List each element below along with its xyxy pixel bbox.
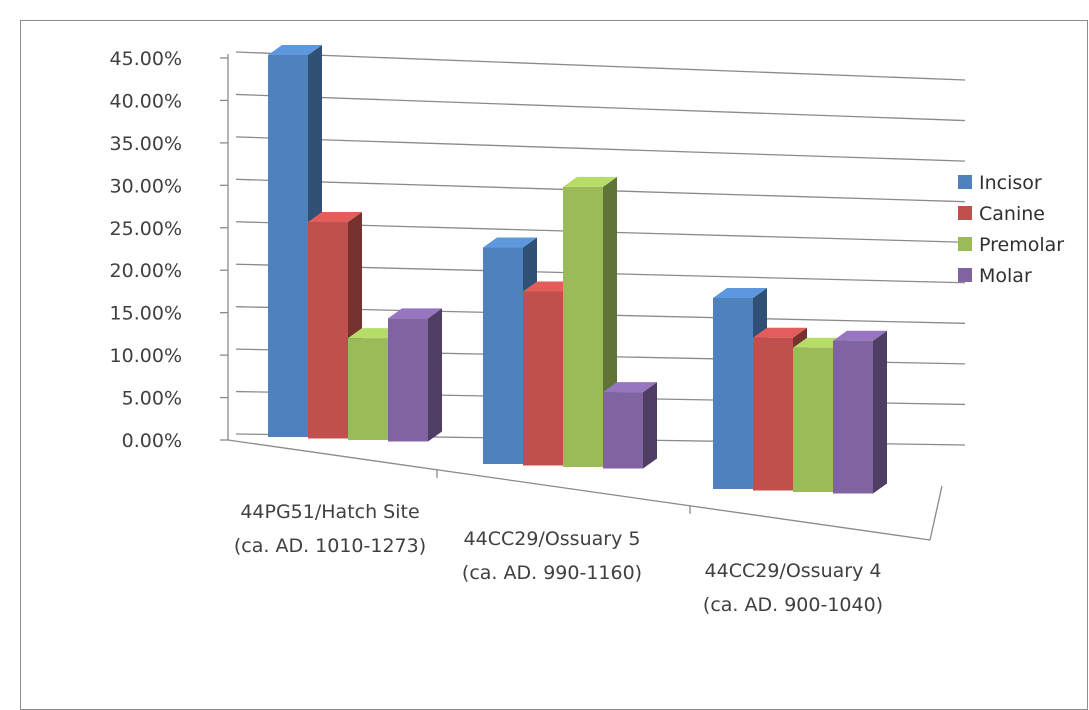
bar-front [793, 347, 833, 492]
category-label-line2: (ca. AD. 1010-1273) [234, 535, 426, 557]
bar-side [428, 308, 442, 442]
bar-top [268, 45, 322, 55]
bar-front [713, 298, 753, 489]
legend-swatch-molar [958, 268, 972, 282]
gridline [235, 93, 966, 122]
y-tick-label: 20.00% [110, 260, 182, 282]
legend-label-molar: Molar [979, 265, 1032, 287]
gridline [235, 136, 966, 162]
category-label-line2: (ca. AD. 990-1160) [462, 562, 642, 584]
bar-front [563, 186, 603, 467]
y-tick-label: 25.00% [110, 218, 182, 240]
legend: Incisor Canine Premolar Molar [958, 172, 1064, 287]
bar-front [308, 222, 348, 439]
y-tick-label: 35.00% [110, 133, 182, 155]
bar-canine-1 [308, 212, 362, 439]
bar-front [833, 340, 873, 494]
category-labels: 44PG51/Hatch Site (ca. AD. 1010-1273) 44CC… [234, 501, 883, 616]
bar-front [753, 337, 793, 491]
clustered-3d-bar-chart: 0.00% 5.00% 10.00% 15.00% 20.00% 25.00% 30.00%… [110, 45, 1064, 616]
category-label-line1: 44CC29/Ossuary 4 [705, 560, 882, 582]
bar-top [833, 330, 887, 341]
y-axis-tick-labels: 0.00% 5.00% 10.00% 15.00% 20.00% 25.00% 30.00%… [110, 48, 182, 452]
floor-front-edge [227, 439, 931, 541]
category-label-line1: 44CC29/Ossuary 5 [464, 528, 641, 550]
category-label-line2: (ca. AD. 900-1040) [703, 594, 883, 616]
bar-top [388, 308, 442, 319]
bar-top [753, 327, 807, 338]
y-tick-label: 45.00% [110, 48, 182, 70]
bar-molar-3 [833, 330, 887, 494]
y-axis [220, 54, 943, 541]
bar-top [603, 382, 657, 393]
y-tick-label: 10.00% [110, 345, 182, 367]
y-tick-label: 40.00% [110, 90, 182, 112]
floor-side-edge [929, 485, 943, 541]
legend-swatch-premolar [958, 237, 972, 251]
legend-label-incisor: Incisor [979, 172, 1042, 194]
bar-front [483, 247, 523, 464]
y-tick-label: 5.00% [122, 388, 182, 410]
bar-side [643, 382, 657, 469]
bar-top [713, 288, 767, 298]
y-tick-label: 15.00% [110, 303, 182, 325]
bar-front [523, 291, 563, 466]
legend-swatch-incisor [958, 175, 972, 189]
bar-molar-1 [388, 308, 442, 442]
y-tick-label: 0.00% [122, 430, 182, 452]
bar-molar-2 [603, 382, 657, 469]
gridline [235, 51, 966, 81]
bar-front [603, 392, 643, 469]
y-tick-label: 30.00% [110, 175, 182, 197]
legend-label-canine: Canine [979, 203, 1045, 225]
legend-swatch-canine [958, 206, 972, 220]
bar-front [348, 338, 388, 440]
bar-top [563, 176, 617, 187]
bars [268, 45, 887, 494]
bar-top [483, 237, 537, 248]
bar-side [873, 330, 887, 494]
bar-front [268, 55, 308, 437]
bar-front [388, 318, 428, 442]
bar-top [308, 212, 362, 223]
legend-label-premolar: Premolar [979, 234, 1064, 256]
category-label-line1: 44PG51/Hatch Site [240, 501, 419, 523]
